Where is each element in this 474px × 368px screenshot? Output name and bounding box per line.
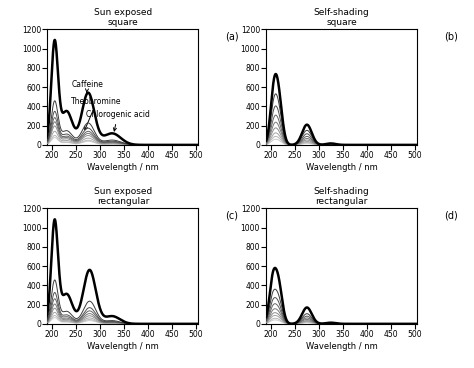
- Text: (b): (b): [444, 32, 458, 42]
- Title: Sun exposed
rectangular: Sun exposed rectangular: [94, 187, 152, 206]
- Text: Theobromine: Theobromine: [72, 98, 122, 130]
- Text: Chlorogenic acid: Chlorogenic acid: [86, 110, 150, 131]
- Title: Sun exposed
square: Sun exposed square: [94, 8, 152, 27]
- X-axis label: Wavelength / nm: Wavelength / nm: [306, 342, 378, 351]
- Title: Self-shading
square: Self-shading square: [314, 8, 370, 27]
- Text: (d): (d): [444, 211, 458, 221]
- X-axis label: Wavelength / nm: Wavelength / nm: [87, 163, 159, 172]
- Text: (a): (a): [226, 32, 239, 42]
- Text: Caffeine: Caffeine: [72, 80, 103, 92]
- Text: (c): (c): [226, 211, 238, 221]
- Title: Self-shading
rectangular: Self-shading rectangular: [314, 187, 370, 206]
- X-axis label: Wavelength / nm: Wavelength / nm: [87, 342, 159, 351]
- X-axis label: Wavelength / nm: Wavelength / nm: [306, 163, 378, 172]
